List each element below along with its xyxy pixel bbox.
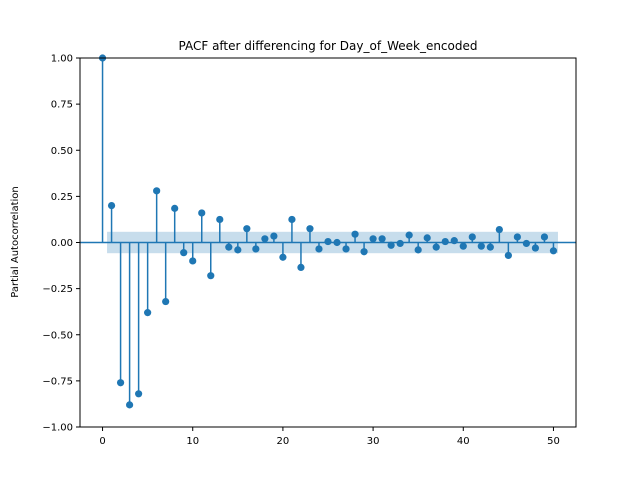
data-point-lag-21: [288, 215, 296, 224]
data-point-lag-44: [495, 225, 503, 234]
data-point-lag-33: [396, 239, 404, 248]
data-point-lag-18: [261, 235, 269, 243]
data-point-lag-15: [234, 246, 242, 254]
x-tick-label: 10: [186, 436, 199, 447]
y-tick-label: −1.00: [42, 423, 73, 434]
data-point-lag-31: [378, 235, 386, 243]
data-point-lag-35: [414, 246, 422, 254]
data-point-lag-36: [423, 234, 431, 242]
x-tick-label: 40: [457, 436, 470, 447]
y-tick-label: −0.50: [42, 330, 73, 341]
x-tick-label: 50: [547, 436, 560, 447]
x-tick-label: 0: [99, 436, 105, 447]
data-point-lag-23: [306, 225, 314, 233]
data-point-lag-16: [243, 225, 251, 233]
y-tick-label: 0.00: [51, 238, 73, 249]
data-point-lag-30: [369, 235, 377, 243]
y-tick-label: −0.25: [42, 284, 73, 295]
data-point-lag-27: [342, 245, 350, 253]
data-point-lag-46: [513, 233, 521, 241]
data-point-lag-41: [468, 233, 476, 241]
data-point-lag-9: [180, 249, 188, 257]
data-point-lag-22: [297, 263, 305, 272]
y-tick-label: 0.25: [51, 192, 73, 203]
data-point-lag-28: [351, 230, 359, 238]
data-point-lag-39: [450, 237, 458, 245]
data-point-lag-48: [531, 244, 540, 252]
data-point-lag-2: [116, 379, 125, 387]
data-point-lag-50: [549, 247, 558, 255]
data-point-lag-38: [441, 237, 449, 246]
data-point-lag-37: [432, 243, 440, 251]
data-point-lag-4: [135, 390, 143, 398]
data-point-lag-3: [126, 401, 134, 409]
data-point-lag-26: [333, 238, 341, 247]
data-point-lag-45: [504, 251, 512, 260]
data-point-lag-19: [270, 232, 278, 240]
x-tick-label: 30: [367, 436, 380, 447]
data-point-lag-40: [459, 242, 467, 250]
plot-area: 0 10 20 30 40 50 −1.00 −0.75 −0.50 −0.25 0.00 0.25 0…: [42, 54, 577, 447]
data-point-lag-42: [477, 242, 485, 250]
data-point-lag-14: [225, 243, 233, 251]
data-point-lag-25: [324, 237, 332, 246]
y-tick-label: 0.75: [51, 100, 73, 111]
data-point-lag-43: [486, 243, 494, 251]
y-tick-label: 1.00: [51, 54, 73, 65]
data-point-lag-47: [522, 239, 531, 248]
data-point-lag-24: [315, 245, 323, 253]
data-point-lag-34: [405, 231, 413, 239]
data-point-lag-6: [153, 187, 161, 195]
data-point-lag-1: [107, 202, 116, 210]
data-point-lag-17: [252, 245, 260, 253]
x-tick-label: 20: [277, 436, 290, 447]
data-point-lag-5: [144, 309, 152, 317]
data-point-lag-20: [279, 253, 287, 261]
data-point-lag-49: [540, 233, 549, 241]
y-tick-label: −0.75: [42, 376, 73, 387]
data-point-lag-12: [207, 272, 215, 280]
data-point-lag-10: [189, 257, 197, 265]
chart-title: PACF after differencing for Day_of_Week_…: [179, 39, 478, 53]
data-point-lag-11: [198, 209, 206, 217]
y-tick-label: 0.50: [51, 146, 73, 157]
data-point-lag-8: [171, 204, 179, 212]
data-point-lag-13: [216, 215, 224, 224]
data-point-lag-7: [162, 297, 170, 306]
data-point-lag-32: [387, 241, 395, 249]
data-point-lag-29: [360, 248, 368, 256]
y-axis-label: Partial Autocorrelation: [10, 186, 21, 297]
